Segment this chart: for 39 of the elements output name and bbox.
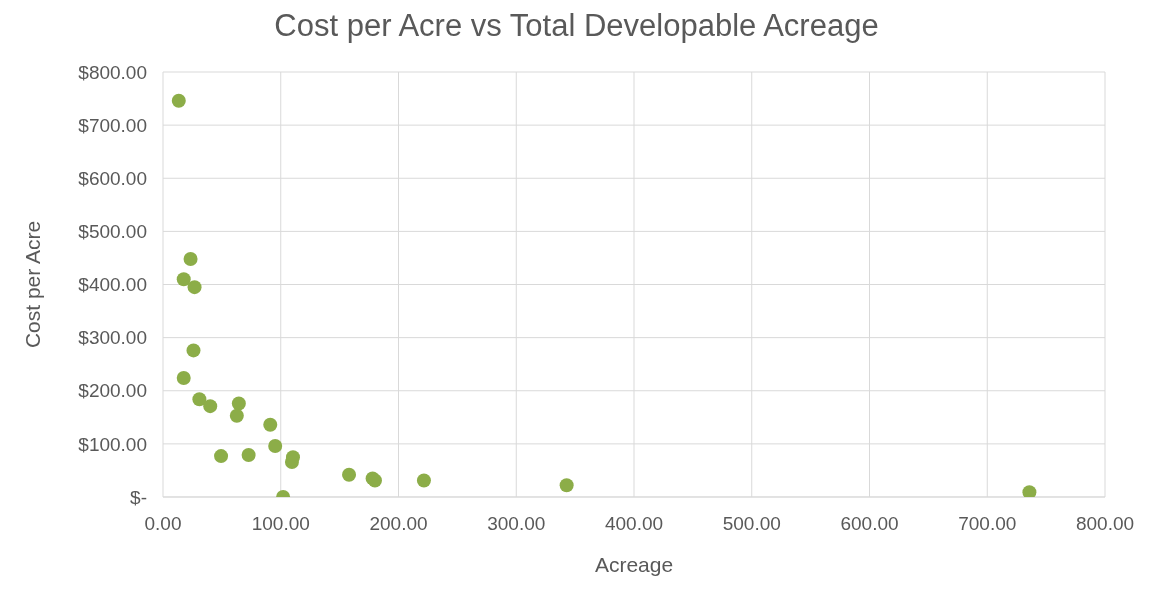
point [183,252,198,266]
y-tick-label: $400.00 [78,274,147,296]
y-axis-title: Cost per Acre [21,220,45,349]
y-tick-label: $500.00 [78,221,147,243]
point [241,448,256,463]
y-tick-label: $700.00 [78,114,147,136]
point [186,343,201,358]
x-tick-label: 400.00 [604,513,664,535]
chart-title: Cost per Acre vs Total Developable Acreage [273,8,880,45]
point [176,272,191,287]
y-tick-label: $800.00 [78,61,147,83]
point [268,439,283,453]
x-tick-label: 600.00 [840,513,899,535]
y-tick-label: $200.00 [78,380,147,402]
point [214,449,229,464]
point [231,396,246,411]
y-tick-label: $300.00 [78,327,147,349]
point [342,467,357,482]
x-tick-label: 300.00 [487,513,546,535]
point [1022,485,1037,497]
point [192,392,207,407]
x-axis-title: Acreage [594,553,674,576]
x-tick-label: 500.00 [722,513,781,535]
point [171,93,186,108]
x-tick-label: 800.00 [1075,513,1135,535]
point [559,478,574,493]
point [229,408,244,423]
point [416,473,431,488]
y-tick-label: $100.00 [78,433,147,455]
x-tick-label: 0.00 [144,513,182,535]
x-tick-label: 100.00 [251,513,310,535]
y-tick-label: $- [130,486,147,508]
point [203,399,218,414]
y-tick-label: $600.00 [78,167,147,189]
x-tick-label: 700.00 [958,513,1017,535]
point [187,280,202,295]
point [176,371,191,385]
point [263,417,278,432]
x-tick-label: 200.00 [369,513,428,535]
